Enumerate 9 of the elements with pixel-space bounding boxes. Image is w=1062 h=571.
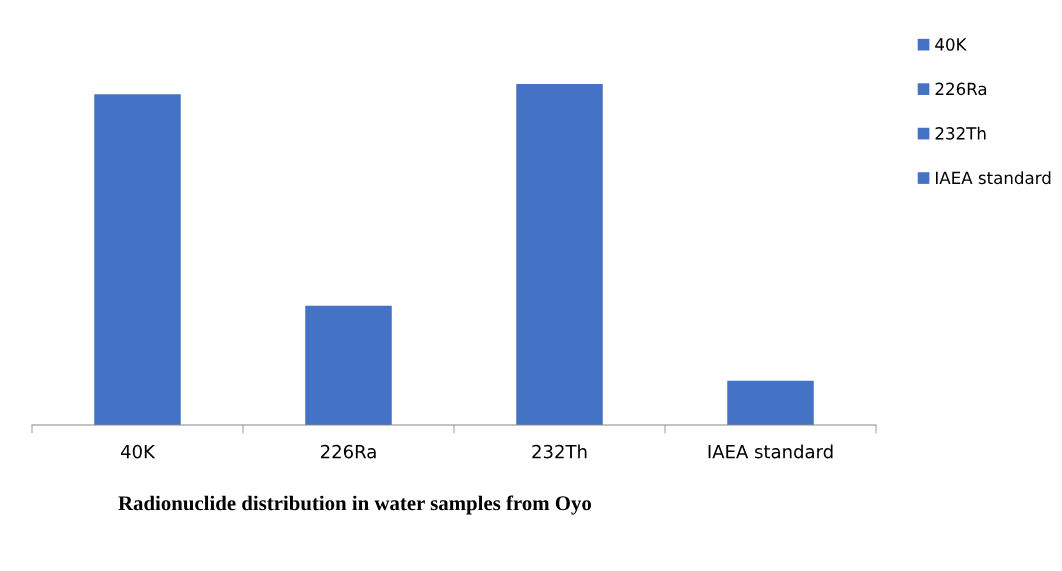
legend-label: 40K xyxy=(935,38,967,51)
x-tick-label: 226Ra xyxy=(320,444,376,459)
x-tick-label: 232Th xyxy=(532,444,587,459)
legend-label: IAEA standard xyxy=(936,171,1051,185)
x-tick-label: 40K xyxy=(120,444,156,459)
text: Radionuclide distribution in water samples from Oyo xyxy=(118,495,592,515)
legend-label: 232Th xyxy=(935,126,986,140)
x-tick-label: IAEA standard xyxy=(708,444,833,459)
legend-label: 226Ra xyxy=(935,82,987,96)
